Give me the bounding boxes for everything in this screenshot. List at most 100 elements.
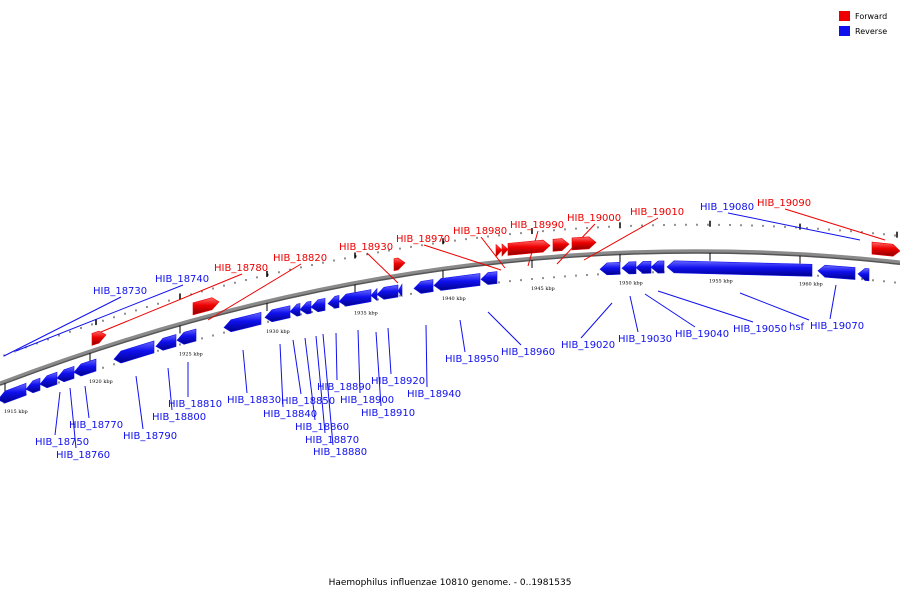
gene-label-hib-18990[interactable]: HIB_18990 [510, 220, 564, 231]
legend-label-reverse: Reverse [855, 26, 888, 36]
gene-label-hib-18970[interactable]: HIB_18970 [396, 234, 450, 245]
gene-hib-18910[interactable] [376, 284, 399, 300]
tick-label: 1920 kbp [89, 379, 113, 385]
gene-label-hib-18750[interactable]: HIB_18750 [35, 437, 89, 448]
gene-label-hib-19000[interactable]: HIB_19000 [567, 213, 621, 224]
gene-hib-18820[interactable] [192, 297, 220, 316]
gene-hib-19020[interactable] [599, 261, 621, 276]
gene-hib-18730[interactable] [0, 382, 27, 404]
gene-hib-18990[interactable] [507, 239, 551, 256]
gene-hib-18930[interactable] [393, 257, 406, 271]
gene-label-hib-18740[interactable]: HIB_18740 [155, 274, 209, 285]
connector-hib-19010 [583, 217, 659, 261]
connector-hib-18850 [292, 339, 302, 395]
gene-label-hib-19050[interactable]: HIB_19050 [733, 324, 787, 335]
gene-hib-18740[interactable] [25, 377, 41, 394]
gene-label-hib-18920[interactable]: HIB_18920 [371, 376, 425, 387]
gene-hib-18780[interactable] [91, 330, 107, 346]
gene-label-hib-18870[interactable]: HIB_18870 [305, 435, 359, 446]
gene-label-hib-19080[interactable]: HIB_19080 [700, 202, 754, 213]
gene-label-hib-19020[interactable]: HIB_19020 [561, 340, 615, 351]
gene-hib-18970[interactable] [495, 243, 503, 258]
genome-caption: Haemophilus influenzae 10810 genome. - 0… [328, 578, 572, 588]
legend-swatch-reverse [839, 26, 850, 36]
gene-hib-19030[interactable] [621, 261, 637, 275]
gene-hib-19040[interactable] [635, 260, 652, 274]
connector-hib-19070 [829, 284, 837, 320]
gene-label-hib-18760[interactable]: HIB_18760 [56, 450, 110, 461]
gene-label-hib-18910[interactable]: HIB_18910 [361, 408, 415, 419]
gene-hib-18950[interactable] [433, 273, 481, 291]
gene-hib-18940[interactable] [413, 279, 434, 294]
gene-hsf[interactable] [666, 260, 813, 277]
gene-label-hib-18800[interactable]: HIB_18800 [152, 412, 206, 423]
gene-hib-18800[interactable] [155, 334, 177, 351]
gene-label-hib-18890[interactable]: HIB_18890 [317, 382, 371, 393]
gene-hib-18810[interactable] [176, 328, 197, 345]
connector-hib-18880 [322, 333, 334, 446]
gene-hib-18880[interactable] [327, 295, 340, 309]
gene-hib-18840[interactable] [264, 305, 291, 323]
gene-hib-18750[interactable] [39, 371, 58, 389]
connector-hib-18960 [487, 311, 522, 346]
gene-label-hib-18930[interactable]: HIB_18930 [339, 242, 393, 253]
gene-label-hib-18860[interactable]: HIB_18860 [295, 422, 349, 433]
gene-label-hib-18840[interactable]: HIB_18840 [263, 409, 317, 420]
connector-hib-18790 [135, 375, 144, 430]
connector-hib-18870 [315, 335, 326, 434]
legend-label-forward: Forward [855, 11, 888, 21]
gene-label-hib-18770[interactable]: HIB_18770 [69, 420, 123, 431]
gene-hib-19000[interactable] [552, 238, 570, 252]
gene-label-hib-18810[interactable]: HIB_18810 [168, 399, 222, 410]
gene-label-hib-18820[interactable]: HIB_18820 [273, 253, 327, 264]
gene-hib-18980[interactable] [501, 243, 509, 257]
connector-hib-18910 [375, 331, 382, 407]
gene-hib-18860[interactable] [299, 300, 312, 315]
gene-hib-18760[interactable] [56, 365, 75, 383]
tick-label: 1935 kbp [354, 310, 378, 316]
gene-hib-19090[interactable] [871, 241, 900, 257]
connector-hib-18920 [387, 327, 392, 375]
gene-hib-18920[interactable] [397, 283, 403, 298]
gene-label-hib-18790[interactable]: HIB_18790 [123, 431, 177, 442]
backbone-shadow [0, 251, 900, 386]
gene-label-hsf[interactable]: hsf [789, 322, 805, 333]
gene-label-hib-18850[interactable]: HIB_18850 [281, 396, 335, 407]
gene-label-hib-18900[interactable]: HIB_18900 [340, 395, 394, 406]
gene-hib-18850[interactable] [289, 303, 301, 317]
gene-label-hib-18940[interactable]: HIB_18940 [407, 389, 461, 400]
gene-hib-18900[interactable] [370, 287, 378, 302]
gene-label-hib-18830[interactable]: HIB_18830 [227, 395, 281, 406]
connector-hib-19020 [580, 302, 613, 339]
gene-hib-18960[interactable] [480, 271, 498, 285]
gene-label-hib-18950[interactable]: HIB_18950 [445, 354, 499, 365]
gene-label-hib-19040[interactable]: HIB_19040 [675, 329, 729, 340]
connector-hib-18770 [84, 385, 90, 419]
tick-label: 1940 kbp [442, 296, 466, 302]
gene-hib-18790[interactable] [113, 340, 155, 364]
gene-hib-18770[interactable] [73, 358, 97, 377]
connector-hib-18800 [167, 367, 173, 411]
connector-hib-18750 [54, 391, 61, 436]
tick-label: 1945 kbp [531, 286, 555, 292]
tick-label: 1930 kbp [266, 329, 290, 335]
gene-label-hib-19070[interactable]: HIB_19070 [810, 321, 864, 332]
legend-item-reverse: Reverse [839, 24, 887, 38]
gene-label-hib-18880[interactable]: HIB_18880 [313, 447, 367, 458]
gene-hib-19080[interactable] [857, 268, 870, 282]
gene-hib-19010[interactable] [571, 236, 597, 251]
connector-hib-18780 [95, 273, 243, 335]
tick-label: 1950 kbp [619, 280, 643, 286]
gene-label-hib-19030[interactable]: HIB_19030 [618, 334, 672, 345]
gene-label-hib-19010[interactable]: HIB_19010 [630, 207, 684, 218]
connector-hib-18840 [279, 343, 284, 408]
gene-hib-18870[interactable] [310, 297, 326, 313]
gene-label-hib-18730[interactable]: HIB_18730 [93, 286, 147, 297]
gene-hib-18830[interactable] [223, 312, 262, 333]
gene-hib-19070[interactable] [817, 264, 856, 280]
gene-label-hib-19090[interactable]: HIB_19090 [757, 198, 811, 209]
gene-hib-19050[interactable] [650, 260, 665, 274]
gene-label-hib-18980[interactable]: HIB_18980 [453, 226, 507, 237]
gene-label-hib-18780[interactable]: HIB_18780 [214, 263, 268, 274]
gene-label-hib-18960[interactable]: HIB_18960 [501, 347, 555, 358]
